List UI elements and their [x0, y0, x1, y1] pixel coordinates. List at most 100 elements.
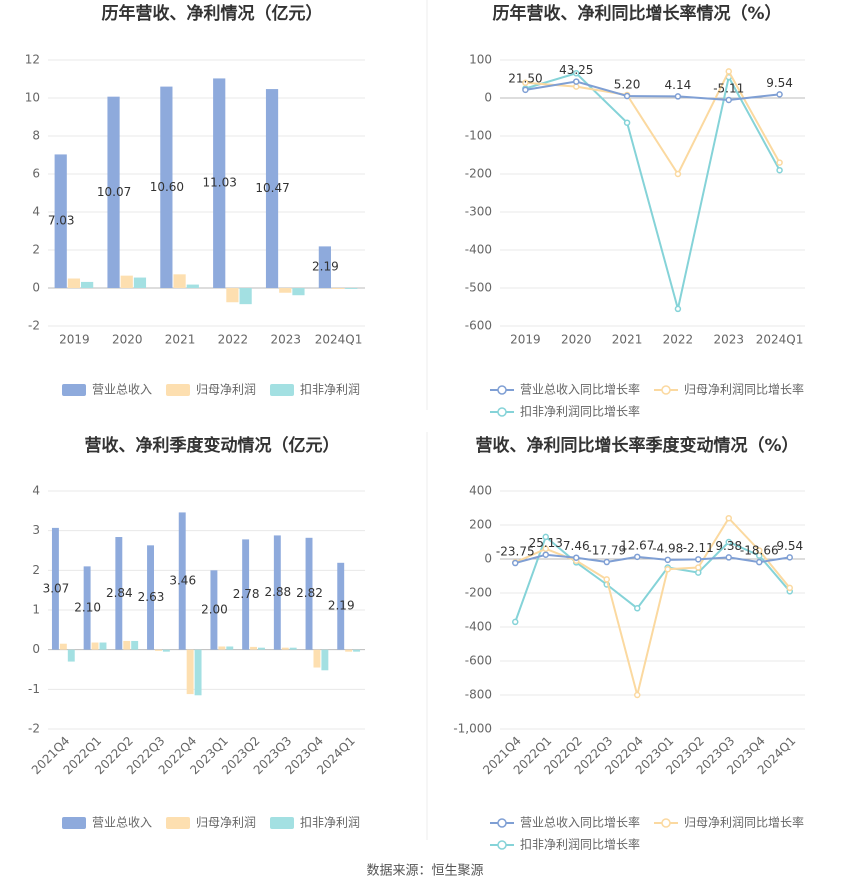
y-tick-label: -200 [465, 586, 492, 600]
bar [54, 154, 67, 288]
point [695, 556, 702, 563]
bar [318, 246, 331, 288]
legend-label: 归母净利润 [196, 383, 256, 397]
bar [250, 646, 258, 650]
bar [99, 642, 107, 650]
value-label: 9.54 [766, 76, 793, 90]
legend-label: 归母净利润同比增长率 [684, 382, 804, 397]
y-tick-label: 100 [469, 53, 492, 67]
y-tick-label: 4 [32, 484, 40, 498]
point [674, 93, 682, 100]
point [664, 556, 671, 564]
value-label: 2.63 [138, 590, 165, 604]
bar [218, 646, 226, 650]
x-tick-label: 2023 [713, 333, 744, 347]
bar [337, 562, 345, 650]
value-label: 5.20 [614, 78, 641, 92]
point [603, 558, 610, 566]
bar [265, 89, 279, 288]
y-tick-label: 2 [32, 563, 40, 577]
value-label: 3.46 [169, 574, 196, 588]
legend-label: 归母净利润 [196, 816, 256, 830]
legend-label: 扣非净利润 [300, 816, 360, 830]
bar [51, 527, 59, 650]
point [634, 691, 641, 699]
point [725, 538, 732, 546]
bar [186, 284, 199, 288]
value-label: 2.82 [296, 586, 323, 600]
legend-swatch [62, 817, 86, 829]
legend-swatch [497, 385, 507, 395]
value-label: -23.75 [496, 545, 535, 559]
point [603, 576, 610, 583]
y-tick-label: -200 [465, 167, 492, 181]
y-tick-label: 400 [469, 484, 492, 498]
bar [279, 288, 292, 293]
value-label: 2.84 [106, 586, 133, 600]
y-tick-label: 1 [32, 603, 40, 617]
value-label: 2.10 [74, 601, 101, 615]
legend-swatch [166, 817, 190, 829]
y-tick-label: 0 [484, 552, 492, 566]
series-line [525, 72, 781, 310]
legend-swatch [497, 818, 507, 828]
x-tick-label: 2021 [612, 333, 643, 347]
value-label: 10.60 [150, 180, 184, 194]
bar [194, 649, 202, 696]
bar [305, 537, 313, 650]
point [695, 569, 702, 576]
value-label: 21.50 [508, 71, 542, 85]
bar [226, 288, 239, 303]
legend-swatch [166, 384, 190, 396]
y-tick-label: -400 [465, 243, 492, 257]
point [542, 533, 549, 541]
value-label: 2.88 [264, 585, 291, 599]
chart-title: 历年营收、净利同比增长率情况（%） [492, 3, 781, 24]
bar [107, 96, 120, 288]
series-line [514, 516, 791, 696]
bar [154, 649, 162, 651]
bar [292, 288, 305, 296]
chart-panel: 历年营收、净利同比增长率情况（%） -600 -500 -400 -300 -200 -10… [465, 3, 805, 419]
value-label: -17.79 [587, 544, 626, 558]
bar [210, 570, 218, 650]
bar [81, 281, 94, 288]
point [573, 554, 580, 561]
bar [120, 275, 133, 288]
point [776, 159, 783, 166]
bar [289, 647, 297, 650]
y-tick-label: -600 [465, 319, 492, 333]
value-label: 9.38 [715, 539, 742, 553]
y-tick-label: 4 [32, 205, 40, 219]
value-label: 2.19 [312, 260, 339, 274]
legend-swatch [62, 384, 86, 396]
bar [123, 640, 131, 650]
point [542, 545, 549, 553]
point [522, 79, 529, 87]
point [786, 554, 793, 561]
x-tick-label: 2022 [218, 333, 249, 347]
point [674, 305, 682, 313]
legend-label: 扣非净利润 [300, 383, 360, 397]
y-tick-label: 3 [32, 523, 40, 537]
value-label: -18.66 [740, 544, 779, 558]
x-tick-label: 2024Q1 [756, 333, 804, 347]
bar [67, 278, 81, 288]
legend-swatch [661, 818, 671, 828]
bar [160, 86, 173, 288]
point [725, 514, 732, 522]
point [776, 91, 783, 98]
point [634, 553, 641, 561]
bar [178, 512, 186, 650]
bar [226, 646, 234, 650]
bar [91, 642, 99, 650]
legend-label: 扣非净利润同比增长率 [520, 837, 640, 852]
point [725, 554, 732, 561]
bar [115, 537, 123, 650]
value-label: 10.07 [97, 185, 131, 199]
bar [59, 643, 67, 650]
y-tick-label: -800 [465, 688, 492, 702]
value-label: 25.13 [529, 536, 563, 550]
bar [353, 649, 361, 652]
